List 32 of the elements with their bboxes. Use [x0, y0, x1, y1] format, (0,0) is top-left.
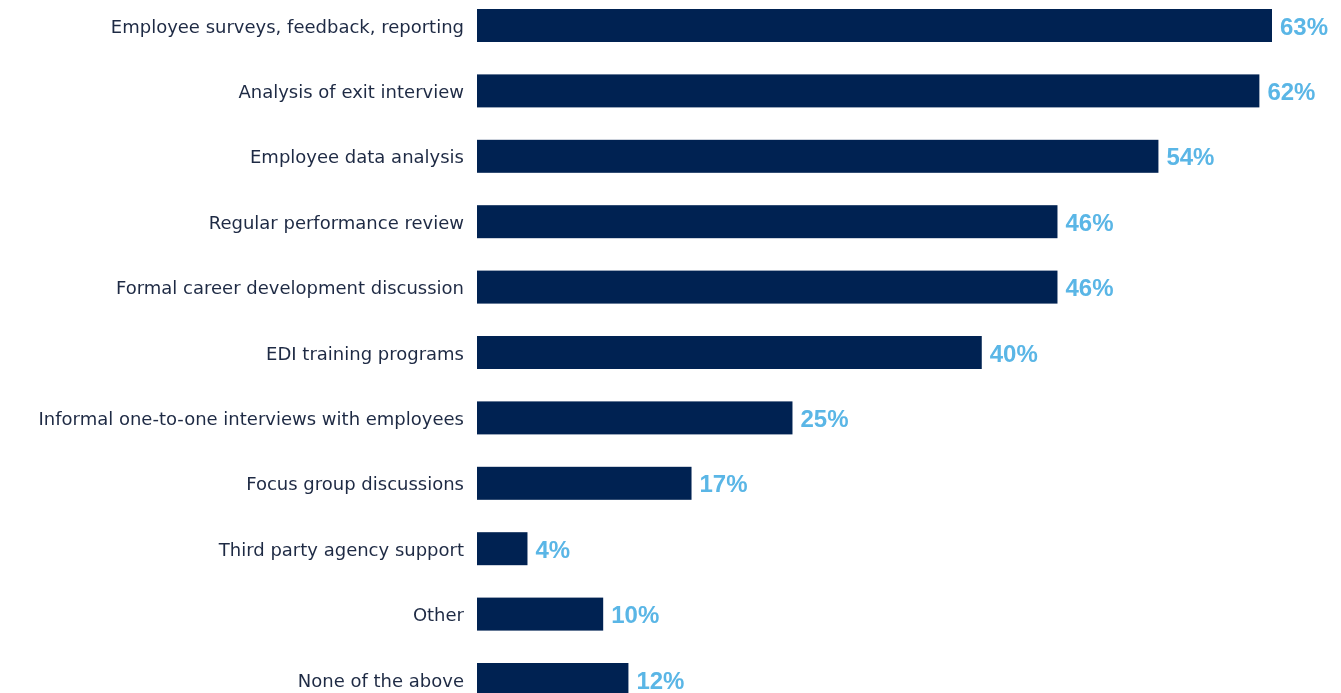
y-tick-label: Analysis of exit interview	[238, 80, 464, 102]
bar	[477, 466, 692, 500]
y-tick-label: Regular performance review	[208, 211, 464, 233]
y-tick-label: Employee surveys, feedback, reporting	[110, 15, 464, 37]
data-label: 63%	[1280, 12, 1329, 40]
y-tick-label: Informal one-to-one interviews with employees	[38, 407, 464, 429]
bar	[477, 205, 1058, 239]
y-tick-label: Focus group discussions	[246, 473, 464, 495]
bar	[477, 532, 528, 566]
bar	[477, 336, 982, 369]
bar	[477, 597, 604, 631]
data-label: 54%	[1166, 143, 1215, 171]
y-tick-label: Third party agency support	[217, 538, 464, 560]
y-tick-label: Employee data analysis	[249, 146, 464, 168]
bar	[477, 401, 793, 435]
bar	[477, 139, 1159, 173]
y-tick-label: None of the above	[297, 669, 464, 691]
bar	[477, 9, 1272, 42]
data-label: 12%	[636, 666, 685, 693]
data-label: 17%	[699, 470, 748, 498]
bar	[477, 74, 1260, 108]
data-label: 25%	[800, 404, 849, 432]
y-tick-label: Other	[412, 604, 465, 626]
data-label: 46%	[1065, 274, 1114, 302]
data-label: 62%	[1267, 77, 1316, 105]
bar	[477, 270, 1058, 304]
data-label: 46%	[1065, 208, 1114, 236]
data-label: 4%	[535, 535, 571, 563]
y-tick-label: EDI training programs	[266, 342, 464, 364]
data-label: 10%	[611, 601, 660, 629]
data-label: 40%	[989, 339, 1038, 367]
y-tick-label: Formal career development discussion	[115, 277, 464, 299]
